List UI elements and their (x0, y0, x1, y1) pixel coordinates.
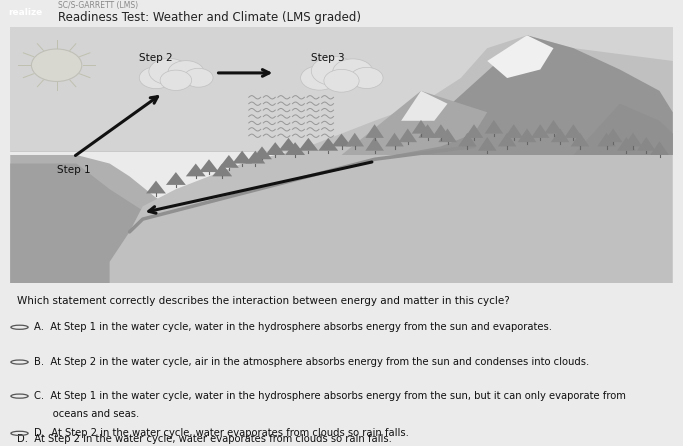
Polygon shape (604, 128, 622, 142)
Polygon shape (199, 159, 219, 172)
Polygon shape (10, 155, 309, 283)
Polygon shape (574, 104, 673, 155)
Polygon shape (110, 35, 673, 283)
Circle shape (184, 68, 213, 87)
Polygon shape (518, 128, 536, 142)
Polygon shape (419, 124, 437, 138)
Polygon shape (617, 137, 636, 151)
Text: B.  At Step 2 in the water cycle, air in the atmosphere absorbs energy from the : B. At Step 2 in the water cycle, air in … (34, 357, 589, 367)
Circle shape (350, 67, 383, 88)
Polygon shape (544, 120, 563, 134)
Circle shape (324, 70, 359, 92)
Polygon shape (10, 27, 673, 151)
Circle shape (311, 57, 357, 86)
Polygon shape (232, 151, 252, 164)
Polygon shape (395, 35, 673, 155)
Polygon shape (597, 133, 616, 146)
Polygon shape (412, 120, 430, 134)
Polygon shape (571, 133, 589, 146)
Text: oceans and seas.: oceans and seas. (34, 409, 139, 418)
Polygon shape (166, 172, 186, 185)
Text: Step 1: Step 1 (57, 165, 90, 175)
Polygon shape (398, 128, 417, 142)
Circle shape (139, 67, 173, 89)
Text: SC/S-GARRETT (LMS): SC/S-GARRETT (LMS) (58, 1, 138, 10)
Polygon shape (10, 164, 242, 283)
Polygon shape (245, 151, 265, 164)
Polygon shape (485, 120, 503, 134)
Text: Step 2: Step 2 (139, 53, 173, 62)
Polygon shape (637, 137, 656, 151)
Polygon shape (298, 138, 318, 151)
Polygon shape (219, 155, 239, 168)
Polygon shape (365, 137, 384, 151)
Polygon shape (478, 137, 497, 151)
Polygon shape (252, 146, 272, 159)
Polygon shape (432, 124, 450, 138)
Text: D.  At Step 2 in the water cycle, water evaporates from clouds so rain falls.: D. At Step 2 in the water cycle, water e… (34, 428, 409, 438)
Polygon shape (551, 128, 570, 142)
Polygon shape (146, 181, 166, 194)
Polygon shape (365, 124, 384, 138)
Text: Readiness Test: Weather and Climate (LMS graded): Readiness Test: Weather and Climate (LMS… (58, 11, 361, 24)
Polygon shape (531, 124, 550, 138)
Polygon shape (401, 91, 447, 121)
Polygon shape (186, 164, 206, 176)
Polygon shape (458, 133, 477, 146)
Polygon shape (265, 142, 285, 155)
Polygon shape (318, 138, 338, 151)
Circle shape (31, 49, 82, 82)
Text: realize: realize (8, 8, 43, 17)
Circle shape (333, 59, 373, 85)
Polygon shape (331, 134, 352, 146)
Text: Which statement correctly describes the interaction between energy and matter in: Which statement correctly describes the … (17, 296, 510, 306)
Circle shape (160, 70, 192, 91)
Text: A.  At Step 1 in the water cycle, water in the hydrosphere absorbs energy from t: A. At Step 1 in the water cycle, water i… (34, 322, 552, 332)
Polygon shape (624, 133, 642, 146)
Text: D.  At Step 2 in the water cycle, water evaporates from clouds so rain falls.: D. At Step 2 in the water cycle, water e… (17, 434, 392, 444)
Polygon shape (487, 35, 553, 78)
Polygon shape (650, 141, 669, 155)
Polygon shape (438, 128, 457, 142)
Polygon shape (342, 91, 487, 155)
Polygon shape (385, 133, 404, 146)
Circle shape (168, 61, 204, 84)
Circle shape (149, 58, 189, 85)
Text: Step 3: Step 3 (311, 53, 345, 62)
Polygon shape (505, 124, 523, 138)
Polygon shape (279, 138, 298, 151)
Circle shape (301, 66, 338, 90)
Text: C.  At Step 1 in the water cycle, water in the hydrosphere absorbs energy from t: C. At Step 1 in the water cycle, water i… (34, 391, 626, 401)
Polygon shape (564, 124, 583, 138)
Polygon shape (464, 124, 484, 138)
Polygon shape (212, 164, 232, 176)
Polygon shape (285, 142, 305, 155)
Polygon shape (498, 133, 516, 146)
Polygon shape (346, 133, 364, 146)
